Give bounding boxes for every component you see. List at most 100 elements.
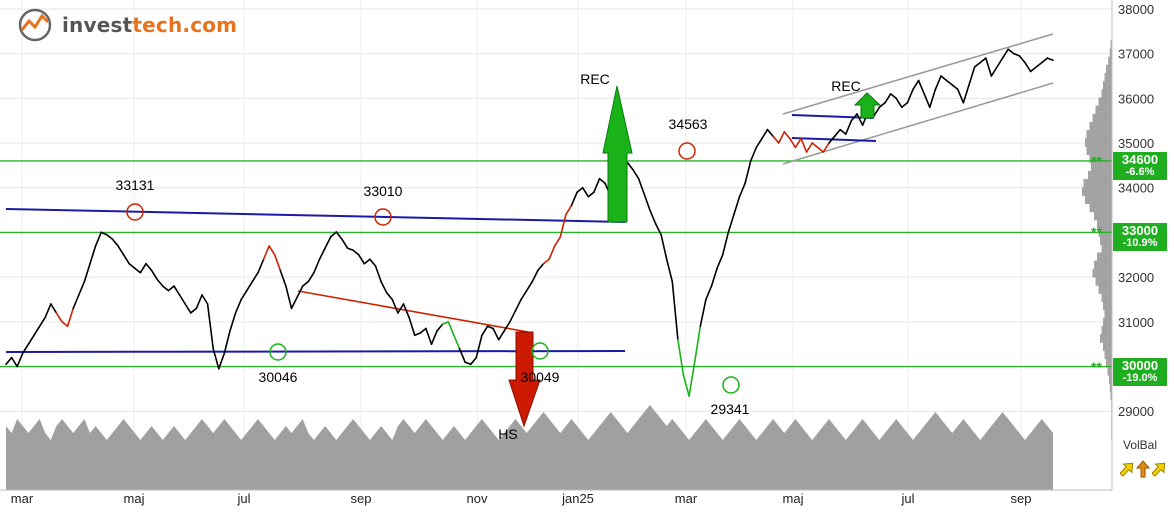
price-segment xyxy=(828,135,836,144)
price-segment xyxy=(581,186,590,198)
price-segment xyxy=(514,298,522,312)
volume-profile-bar xyxy=(1089,121,1112,131)
price-segment xyxy=(212,347,220,370)
price-segment xyxy=(553,236,562,247)
price-segment xyxy=(458,347,466,363)
price-segment xyxy=(749,146,758,162)
annotation-label: HS xyxy=(498,426,517,442)
price-segment xyxy=(128,262,136,270)
price-segment xyxy=(716,254,724,270)
price-segment xyxy=(693,325,702,363)
price-segment xyxy=(21,343,30,354)
price-segment xyxy=(229,312,237,332)
price-segment xyxy=(156,278,164,287)
volume-profile-bar xyxy=(1089,154,1112,164)
brand-logo[interactable]: investtech.com xyxy=(18,8,237,42)
volume-profile-bar xyxy=(1095,277,1112,286)
extreme-point-marker xyxy=(126,203,144,221)
price-segment xyxy=(402,303,410,319)
level-star-icon: ** xyxy=(1091,224,1102,241)
price-segment xyxy=(1046,57,1054,62)
price-segment xyxy=(413,332,422,337)
price-segment xyxy=(542,258,550,265)
price-segment xyxy=(145,262,153,272)
volume-profile-bar xyxy=(1101,325,1112,335)
price-segment xyxy=(83,262,91,283)
volume-profile-bar xyxy=(1106,64,1112,74)
price-segment xyxy=(251,271,259,283)
volume-profile-bar xyxy=(1095,105,1112,115)
price-segment xyxy=(167,285,175,292)
logo-icon xyxy=(18,8,52,42)
price-segment xyxy=(738,182,746,198)
price-segment xyxy=(178,294,186,305)
volume-profile-bar xyxy=(1085,195,1112,205)
price-segment xyxy=(900,102,909,109)
price-segment xyxy=(682,374,690,397)
volume-profile-bar xyxy=(1097,252,1112,262)
volume-profile-bar xyxy=(1103,81,1112,90)
resistance-trendline xyxy=(5,208,626,223)
level-value: 33000 xyxy=(1121,223,1159,239)
y-tick-label: 38000 xyxy=(1118,2,1154,17)
price-segment xyxy=(962,84,970,104)
price-segment xyxy=(643,193,651,211)
sell-signal-arrow xyxy=(508,331,541,428)
price-segment xyxy=(537,262,545,272)
price-segment xyxy=(878,102,886,109)
level-star-icon: ** xyxy=(1091,152,1102,169)
x-tick-label: sep xyxy=(351,491,372,506)
price-segment xyxy=(626,161,634,171)
volume-profile xyxy=(1082,40,1112,441)
price-segment xyxy=(134,267,142,274)
price-segment xyxy=(705,285,713,301)
price-segment xyxy=(374,265,382,283)
price-segment xyxy=(800,137,808,153)
x-tick-label: mar xyxy=(675,491,698,506)
price-segment xyxy=(497,329,506,341)
volume-profile-bar xyxy=(1092,113,1112,123)
extreme-point-marker xyxy=(374,208,392,226)
price-segment xyxy=(346,247,354,252)
y-tick-label: 34000 xyxy=(1118,181,1154,196)
up-arrow-icon xyxy=(1152,462,1166,477)
price-segment xyxy=(1012,52,1021,57)
price-segment xyxy=(850,113,858,122)
trend-lines xyxy=(5,33,1054,353)
volume-profile-bar xyxy=(1097,219,1112,229)
volume-profile-bar xyxy=(1098,285,1112,294)
x-tick-label: jul xyxy=(236,491,250,506)
price-segment xyxy=(313,258,321,274)
price-segment xyxy=(5,356,13,366)
volume-profile-bar xyxy=(1091,162,1112,172)
price-segment xyxy=(464,361,472,366)
price-segment xyxy=(503,320,511,332)
price-segment xyxy=(833,128,842,138)
price-segment xyxy=(654,222,662,236)
price-segment xyxy=(486,325,494,330)
level-value: 34600 xyxy=(1121,151,1159,167)
price-segment xyxy=(777,131,786,144)
price-segment xyxy=(565,204,573,216)
volume-profile-bar xyxy=(1101,293,1112,302)
price-segment xyxy=(335,231,343,240)
buy-signal-arrow xyxy=(853,92,882,119)
price-segment xyxy=(391,298,399,314)
annotation-label: 34563 xyxy=(669,116,708,132)
price-segment xyxy=(945,79,954,86)
channel-lower xyxy=(782,82,1054,165)
price-segment xyxy=(794,137,802,149)
price-segment xyxy=(195,294,203,310)
price-segment xyxy=(44,303,52,319)
price-segment xyxy=(761,128,769,140)
extreme-point-marker xyxy=(722,376,740,394)
annotation-label: 30046 xyxy=(259,369,298,385)
volume-profile-bar xyxy=(1082,187,1112,196)
price-segment xyxy=(912,79,920,91)
price-segment xyxy=(223,329,231,354)
y-tick-label: 35000 xyxy=(1118,136,1154,151)
price-segment xyxy=(889,93,898,100)
price-segment xyxy=(699,298,707,328)
level-tag: 30000 -19.0% xyxy=(1113,357,1167,386)
